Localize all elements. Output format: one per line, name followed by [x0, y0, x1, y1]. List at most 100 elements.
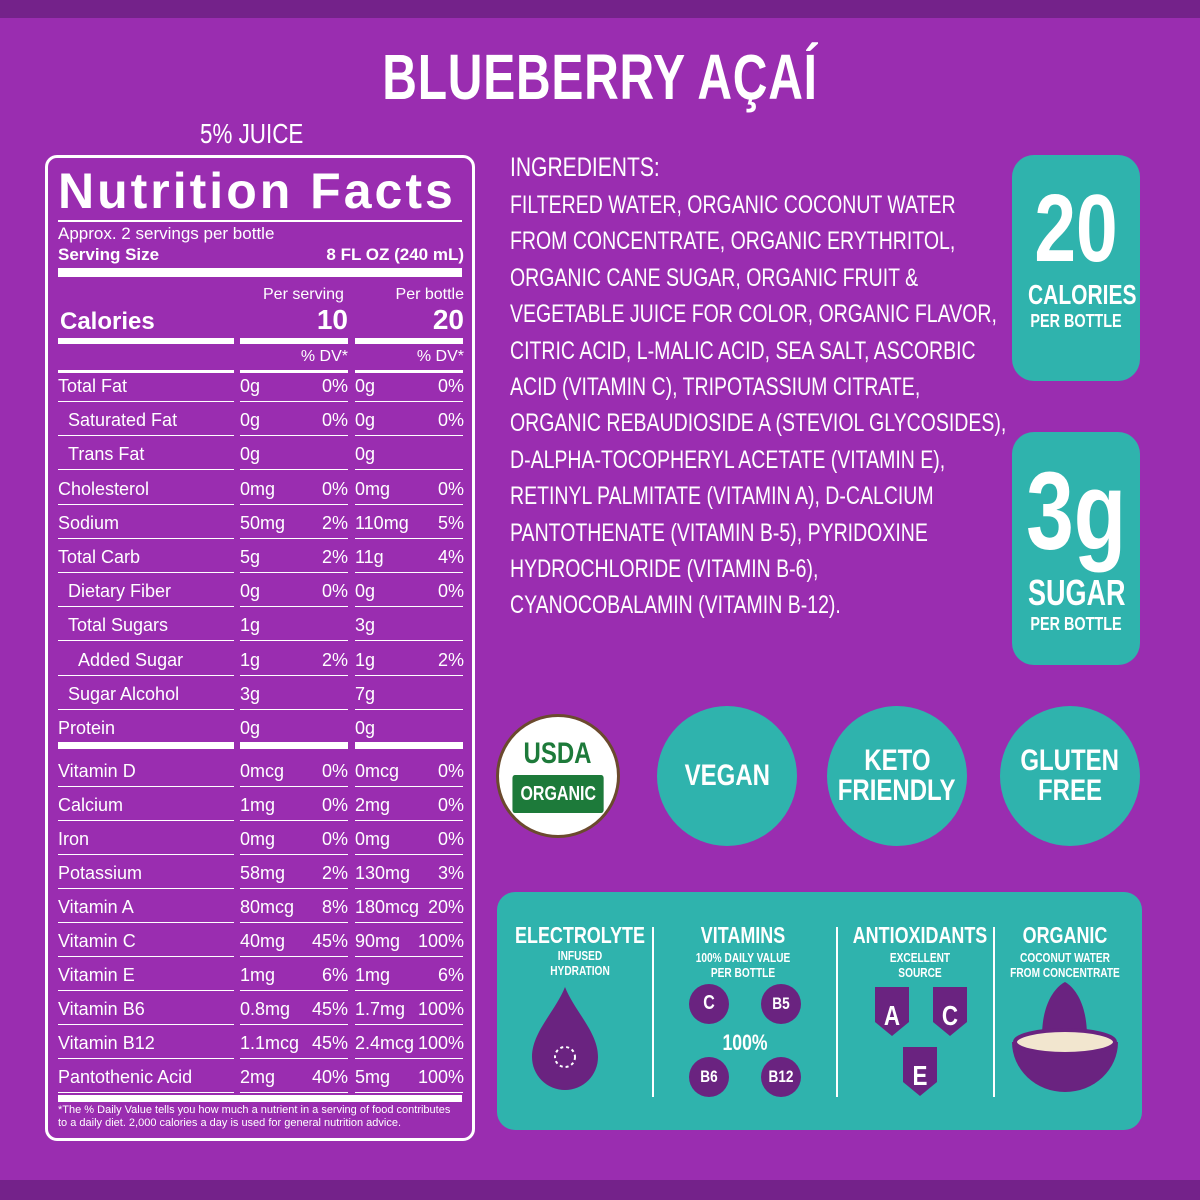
amount: 2mg: [240, 1067, 276, 1087]
rule: [240, 537, 348, 539]
sugar-badge: 3g SUGAR PER BOTTLE: [1012, 432, 1140, 665]
vitamin-letter: C: [703, 992, 715, 1014]
rule: [355, 606, 463, 608]
feature-title: VITAMINS: [700, 922, 786, 948]
gluten-seal: GLUTEN FREE: [1000, 706, 1140, 846]
rule: [355, 956, 463, 957]
badge-number: 20: [1034, 175, 1118, 282]
nutrient-name: Trans Fat: [68, 444, 145, 465]
amount: 7g: [355, 683, 376, 704]
amount: 0g: [240, 376, 261, 396]
daily-value: 8%: [321, 897, 348, 917]
rule: [355, 786, 463, 787]
rule: [240, 338, 348, 344]
product-title: BLUEBERRY AÇAÍ: [382, 41, 818, 113]
daily-value: 100%: [417, 1067, 464, 1087]
seal-text: FRIENDLY: [838, 774, 956, 807]
amount: 0mcg: [355, 761, 400, 781]
rule: [355, 640, 463, 642]
daily-value: 0%: [437, 410, 464, 431]
per-bottle: Per bottle: [395, 286, 464, 303]
amount: 1mg: [240, 965, 276, 985]
rule: [355, 742, 463, 749]
amount: 2mg: [355, 795, 391, 815]
amount: 1mg: [355, 965, 391, 985]
rule: [58, 572, 234, 573]
nutrient-name: Total Fat: [58, 376, 128, 396]
rule: [355, 922, 463, 923]
feature-title: ORGANIC: [1022, 922, 1108, 948]
rule: [58, 401, 234, 402]
daily-value: 6%: [321, 965, 348, 985]
footnote: *The % Daily Value tells you how much a …: [58, 1104, 451, 1129]
badge-label: SUGAR: [1028, 572, 1126, 613]
nutrient-name: Vitamin D: [58, 761, 136, 781]
amount: 0mg: [355, 829, 391, 849]
rule: [240, 401, 348, 402]
rule: [355, 743, 463, 744]
daily-value: 3%: [437, 863, 464, 883]
nutrient-name: Vitamin A: [58, 897, 134, 917]
vitamin-icon: [761, 984, 801, 1024]
amount: 40mg: [240, 931, 286, 951]
daily-value: 2%: [321, 547, 348, 567]
amount: 1.1mcg: [240, 1033, 300, 1053]
daily-value: 0%: [321, 829, 348, 849]
amount: 0g: [240, 718, 261, 738]
badge-number: 3g: [1026, 450, 1127, 573]
rule: [355, 888, 463, 889]
nutrient-name: Dietary Fiber: [68, 581, 172, 602]
feature-sub: 100% DAILY VALUE: [695, 950, 791, 965]
amount: 5mg: [355, 1067, 391, 1087]
per-serving: Per serving: [263, 286, 344, 303]
antioxidant-letter: E: [912, 1060, 928, 1091]
nutrient-name: Vitamin B12: [58, 1033, 155, 1053]
rule: [240, 572, 348, 573]
antioxidant-letter: A: [883, 1000, 901, 1031]
amount: 50mg: [240, 512, 286, 533]
juice-percent: 5% JUICE: [200, 118, 304, 149]
nutrient-name: Sodium: [58, 512, 120, 533]
rule: [58, 606, 234, 608]
feature-sub: SOURCE: [898, 965, 942, 980]
ingredient-line: D-ALPHA-TOCOPHERYL ACETATE (VITAMIN E),: [510, 445, 946, 474]
amount: 0g: [355, 410, 376, 431]
rule: [240, 1024, 348, 1025]
amount: 0g: [355, 581, 376, 602]
feature-sub: PER BOTTLE: [710, 965, 776, 980]
vitamin-icon: [689, 1057, 729, 1097]
seal-text: KETO: [863, 744, 931, 777]
daily-value: 2%: [321, 512, 348, 533]
nutrient-name: Vitamin C: [58, 931, 136, 951]
amount: 0g: [240, 444, 261, 465]
nutrient-name: Vitamin E: [58, 965, 135, 985]
amount: 1g: [355, 649, 376, 670]
amount: 0mcg: [240, 761, 285, 781]
features-icons: [532, 927, 1118, 1097]
features-panel: [497, 892, 1142, 1130]
daily-value: 0%: [321, 376, 348, 396]
daily-value: 20%: [427, 897, 464, 917]
daily-value: 0%: [437, 581, 464, 602]
daily-value: 45%: [311, 931, 348, 951]
nutrient-name: Saturated Fat: [68, 410, 178, 431]
rule: [58, 742, 234, 749]
rule: [240, 640, 348, 642]
badge-sub: PER BOTTLE: [1030, 614, 1122, 634]
bottom-band: [0, 1180, 1200, 1200]
feature-title: ELECTROLYTE: [515, 922, 645, 948]
daily-value: 2%: [321, 863, 348, 883]
seal-text: USDA: [523, 737, 592, 770]
rule: [58, 338, 234, 344]
vitamin-percent: 100%: [722, 1030, 768, 1055]
nutrient-name: Added Sugar: [78, 649, 184, 670]
daily-value: 0%: [321, 761, 348, 781]
antioxidant-letter: C: [941, 1000, 959, 1031]
ingredient-line: RETINYL PALMITATE (VITAMIN A), D-CALCIUM: [510, 482, 934, 511]
servings: Approx. 2 servings per bottle: [58, 224, 275, 243]
seal-text: VEGAN: [684, 759, 770, 792]
daily-value: 100%: [417, 931, 464, 951]
amount: 1.7mg: [355, 999, 406, 1019]
vitamin-icon: [689, 984, 729, 1024]
